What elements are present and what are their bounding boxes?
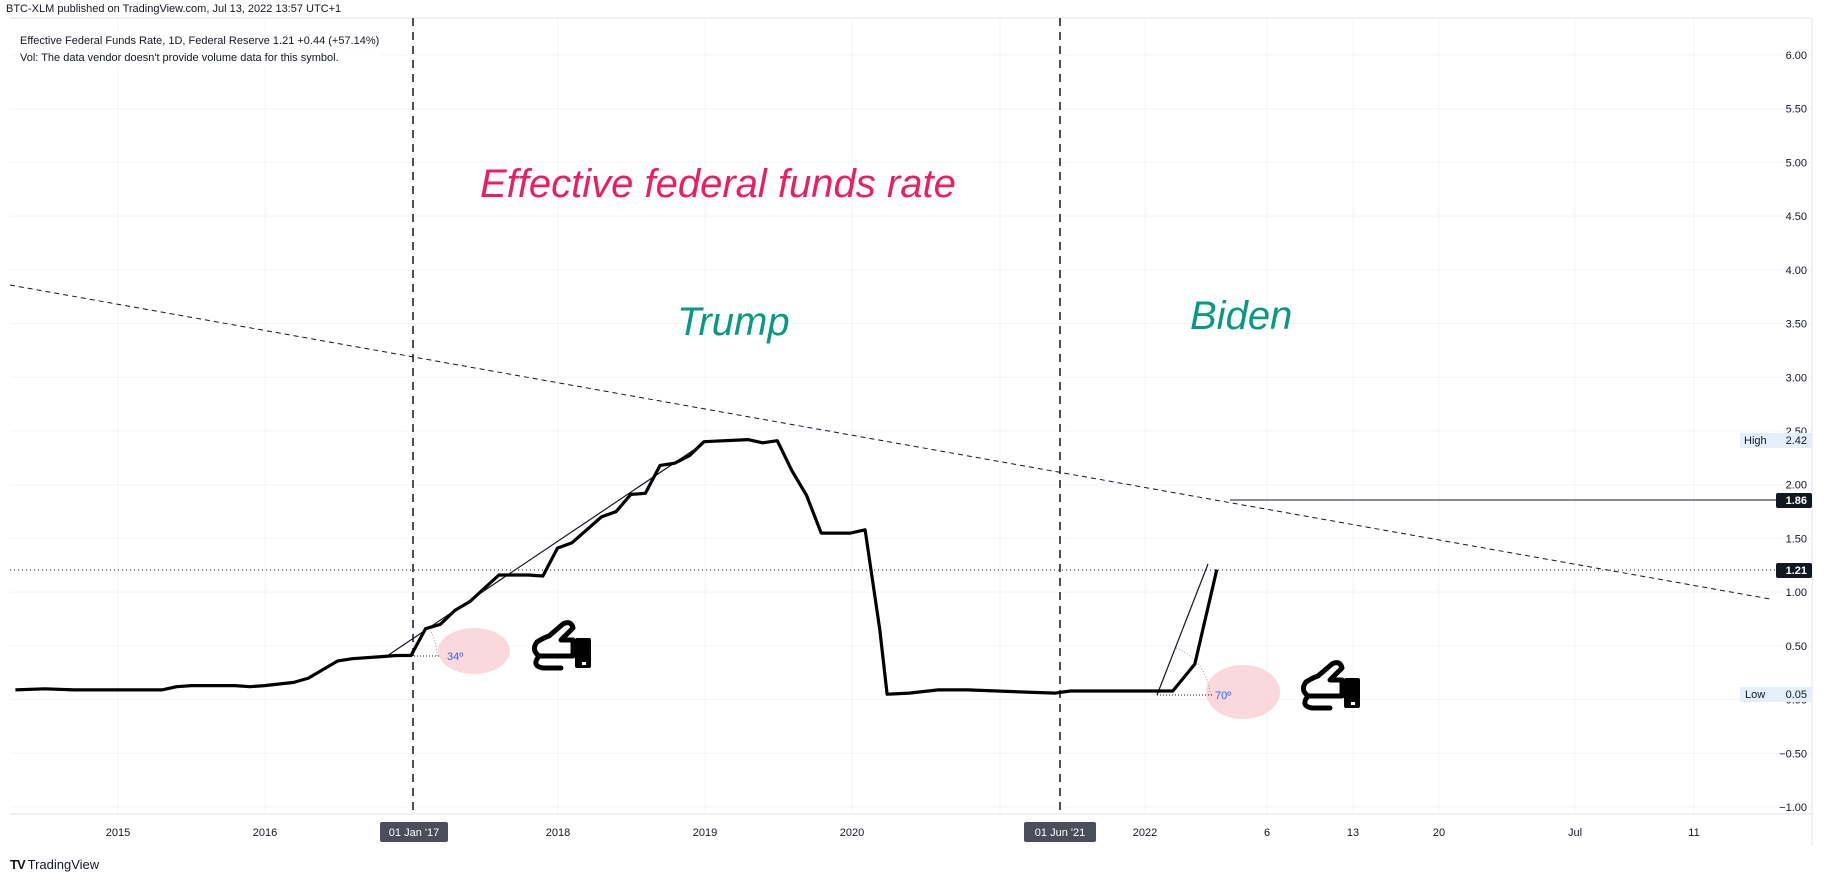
high-badge: High 2.42 xyxy=(1740,433,1812,448)
chart-title-annotation: Effective federal funds rate xyxy=(480,162,956,206)
y-tick-label: 5.50 xyxy=(1786,104,1807,116)
x-tick-label: Jul xyxy=(1568,827,1582,839)
angle-arc-left xyxy=(429,629,438,657)
angle-annotation-right: 70º xyxy=(1156,563,1280,719)
symbol-legend[interactable]: Effective Federal Funds Rate, 1D, Federa… xyxy=(18,33,382,67)
x-tick-label: 13 xyxy=(1347,827,1359,839)
y-tick-label: 1.50 xyxy=(1786,533,1807,545)
label-biden: Biden xyxy=(1190,294,1292,338)
last-value-badge: 1.21 xyxy=(1776,563,1812,578)
low-badge: Low 0.05 xyxy=(1740,687,1812,702)
x-tick-label: 2020 xyxy=(840,827,864,839)
x-tick-label: 2019 xyxy=(693,827,717,839)
x-tick-label: 2018 xyxy=(546,827,570,839)
last-value: 1.21 xyxy=(1786,565,1807,577)
price-scale: 6.005.505.004.504.003.503.002.502.001.50… xyxy=(1779,50,1807,814)
y-tick-label: 4.50 xyxy=(1786,211,1807,223)
angle-ellipse-right xyxy=(1206,665,1280,719)
y-tick-label: 1.00 xyxy=(1786,587,1807,599)
publish-line: BTC-XLM published on TradingView.com, Ju… xyxy=(6,3,342,15)
y-tick-label: −0.50 xyxy=(1779,748,1807,760)
x-tick-label: 6 xyxy=(1264,827,1270,839)
vline-label-2021-badge: 01 Jun '21 xyxy=(1024,822,1096,842)
hline-value: 1.86 xyxy=(1786,495,1807,507)
y-tick-label: 2.00 xyxy=(1786,480,1807,492)
y-tick-label: 0.50 xyxy=(1786,641,1807,653)
y-tick-label: 4.00 xyxy=(1786,265,1807,277)
x-tick-label: 2015 xyxy=(106,827,130,839)
angle-text-right: 70º xyxy=(1215,690,1231,702)
pointing-hand-icon xyxy=(531,620,591,671)
label-trump: Trump xyxy=(677,300,790,344)
y-tick-label: 3.00 xyxy=(1786,372,1807,384)
x-tick-label: 2016 xyxy=(253,827,277,839)
x-tick-label: 11 xyxy=(1688,827,1699,839)
angle-ellipse-left xyxy=(438,628,510,674)
high-label: High xyxy=(1744,435,1767,447)
pointing-hand-icon xyxy=(1300,660,1360,711)
y-tick-label: −1.00 xyxy=(1779,802,1807,814)
y-tick-label: 3.50 xyxy=(1786,319,1807,331)
low-label: Low xyxy=(1745,689,1765,701)
y-tick-label: 6.00 xyxy=(1786,50,1807,62)
tradingview-logo-icon: TV xyxy=(10,857,26,872)
y-tick-label: 5.00 xyxy=(1786,157,1807,169)
trend-segment-right xyxy=(1156,563,1209,696)
trend-segment-left xyxy=(386,440,708,657)
chart-grid xyxy=(10,18,1812,814)
series-line xyxy=(15,438,1219,696)
legend-line-volume: Vol: The data vendor doesn't provide vol… xyxy=(20,52,339,64)
angle-text-left: 34º xyxy=(447,651,463,663)
time-scale: 2015 2016 2018 2019 2020 2022 6 13 20 Jul 11 xyxy=(106,827,1700,839)
vline-label-2021: 01 Jun '21 xyxy=(1035,827,1085,839)
x-tick-label: 20 xyxy=(1433,827,1445,839)
high-value: 2.42 xyxy=(1786,435,1807,447)
footer-logo-text: TradingView xyxy=(27,857,100,872)
hline-badge: 1.86 xyxy=(1776,493,1812,508)
low-value: 0.05 xyxy=(1786,689,1807,701)
vline-label-2017: 01 Jan '17 xyxy=(389,827,439,839)
x-tick-label: 2022 xyxy=(1133,827,1157,839)
legend-line-symbol: Effective Federal Funds Rate, 1D, Federa… xyxy=(20,35,380,47)
angle-arc-right xyxy=(1175,647,1211,696)
dashed-trendline xyxy=(9,284,1771,600)
footer-branding[interactable]: TV TradingView xyxy=(10,857,99,872)
vline-label-2017-badge: 01 Jan '17 xyxy=(380,822,448,842)
